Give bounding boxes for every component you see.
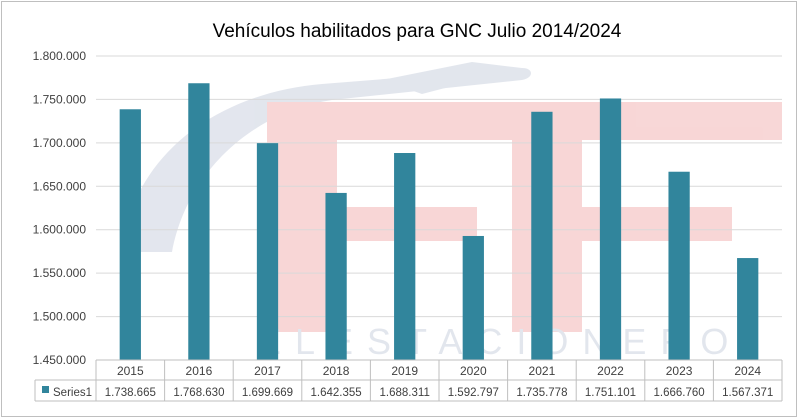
- bar: [599, 98, 622, 360]
- x-category-label: 2019: [391, 364, 418, 378]
- x-category-label: 2018: [323, 364, 350, 378]
- bars: [119, 83, 759, 361]
- y-tick-label: 1.550.000: [33, 266, 87, 280]
- y-axis-tick-labels: 1.450.000 1.500.000 1.550.000 1.600.000 1.65…: [33, 49, 87, 367]
- data-table-value: 1.666.760: [654, 387, 705, 399]
- bar: [531, 111, 553, 360]
- bar: [668, 171, 690, 360]
- x-category-label: 2021: [529, 364, 556, 378]
- y-tick-label: 1.750.000: [33, 92, 87, 106]
- data-table-value: 1.738.665: [105, 387, 156, 399]
- data-table: 2015 1.738.665 2016 1.768.630 2017 1.699.669 2…: [34, 359, 783, 402]
- y-tick-label: 1.500.000: [33, 310, 87, 324]
- x-category-label: 2020: [460, 364, 487, 378]
- x-category-label: 2017: [254, 364, 281, 378]
- chart-title: Vehículos habilitados para GNC Julio 201…: [213, 21, 622, 42]
- data-table-value: 1.567.371: [722, 387, 773, 399]
- watermark-letter-shape: [267, 102, 527, 140]
- watermark-swoosh: [122, 68, 531, 252]
- bar: [256, 143, 279, 360]
- watermark-letter-shape: [267, 102, 337, 332]
- data-table-value: 1.735.778: [516, 387, 567, 399]
- x-category-label: 2015: [117, 364, 144, 378]
- legend-swatch: [42, 386, 49, 393]
- data-table-value: 1.751.101: [585, 387, 636, 399]
- watermark-logo: ELESTACIONERO: [122, 62, 782, 362]
- bar: [325, 192, 347, 360]
- x-category-label: 2022: [597, 364, 624, 378]
- x-category-label: 2023: [666, 364, 693, 378]
- watermark-letter-shape: [267, 207, 477, 241]
- y-tick-label: 1.600.000: [33, 223, 87, 237]
- bar: [119, 109, 141, 360]
- y-tick-label: 1.800.000: [33, 49, 87, 63]
- watermark-nozzle: [382, 62, 522, 94]
- y-tick-label: 1.450.000: [33, 353, 87, 367]
- bar: [188, 83, 210, 361]
- data-table-value: 1.688.311: [380, 387, 430, 399]
- legend-series-label: Series1: [53, 387, 92, 399]
- x-category-label: 2016: [186, 364, 213, 378]
- watermark-letter-shape: [512, 102, 782, 140]
- y-tick-label: 1.650.000: [33, 179, 87, 193]
- data-table-value: 1.699.669: [242, 387, 293, 399]
- bar: [394, 153, 416, 360]
- x-category-label: 2024: [734, 364, 761, 378]
- data-table-value: 1.592.797: [448, 387, 499, 399]
- data-table-value: 1.768.630: [173, 387, 224, 399]
- data-table-value: 1.642.355: [311, 387, 362, 399]
- bar: [462, 235, 484, 360]
- bar: [737, 258, 759, 360]
- y-tick-label: 1.700.000: [33, 136, 87, 150]
